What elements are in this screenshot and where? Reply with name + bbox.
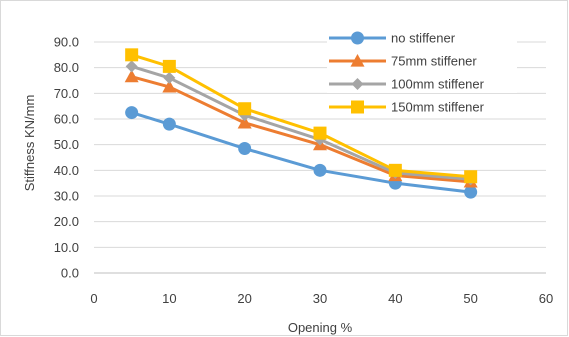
data-point [125,106,139,120]
x-tick-label: 50 [463,291,477,306]
x-tick-label: 60 [539,291,553,306]
legend-entry-bg [327,75,517,93]
data-point [124,69,139,83]
data-point [125,60,138,73]
legend-label: 150mm stiffener [391,100,485,115]
legend-marker [350,54,365,67]
x-tick-label: 0 [90,291,97,306]
y-tick-label: 0.0 [61,266,79,281]
legend-label: 100mm stiffener [391,77,485,92]
x-tick-label: 40 [388,291,402,306]
legend-entry: 75mm stiffener [327,52,517,70]
legend-entry: 150mm stiffener [327,98,517,116]
data-point [464,170,478,184]
series-layer [124,48,478,199]
y-tick-label: 60.0 [54,112,79,127]
data-point [162,117,176,131]
data-point [388,163,402,177]
series-line [130,75,473,184]
series-line [130,64,473,181]
series-0 [125,106,478,199]
y-tick-label: 90.0 [54,35,79,50]
legend-label: 75mm stiffener [391,54,477,69]
legend-marker [351,100,364,114]
data-point [238,102,252,116]
data-point [162,79,177,93]
legend-entry-bg [327,29,517,47]
data-point [313,163,327,177]
y-tick-label: 10.0 [54,240,79,255]
y-axis-title: Stiffness KN/mm [22,95,37,192]
data-point [163,71,176,84]
data-point [162,59,176,73]
y-tick-label: 80.0 [54,60,79,75]
x-tick-label: 20 [237,291,251,306]
y-tick-label: 70.0 [54,86,79,101]
legend-entry-bg [327,98,517,116]
data-point [237,115,252,129]
data-point [313,126,327,140]
y-tick-label: 30.0 [54,189,79,204]
y-tick-label: 40.0 [54,163,79,178]
x-tick-label: 30 [313,291,327,306]
legend-entry: no stiffener [327,29,517,47]
x-axis-title: Opening % [288,320,353,335]
legend-marker [351,78,364,90]
y-tick-label: 50.0 [54,137,79,152]
legend-marker [351,31,364,45]
legend-label: no stiffener [391,31,456,46]
y-tick-label: 20.0 [54,214,79,229]
data-point [238,142,252,156]
legend: no stiffener 75mm stiffener 100mm stiffene… [327,29,517,116]
axes: 0.0 10.0 20.0 30.0 40.0 50.0 60.0 70.0 80.0 90.0 0… [54,35,554,307]
legend-entry-bg [327,52,517,70]
legend-entry: 100mm stiffener [327,75,517,93]
series-3 [125,48,478,184]
series-line [130,111,473,194]
data-point [464,185,478,199]
x-tick-label: 10 [162,291,176,306]
data-point [125,48,139,62]
